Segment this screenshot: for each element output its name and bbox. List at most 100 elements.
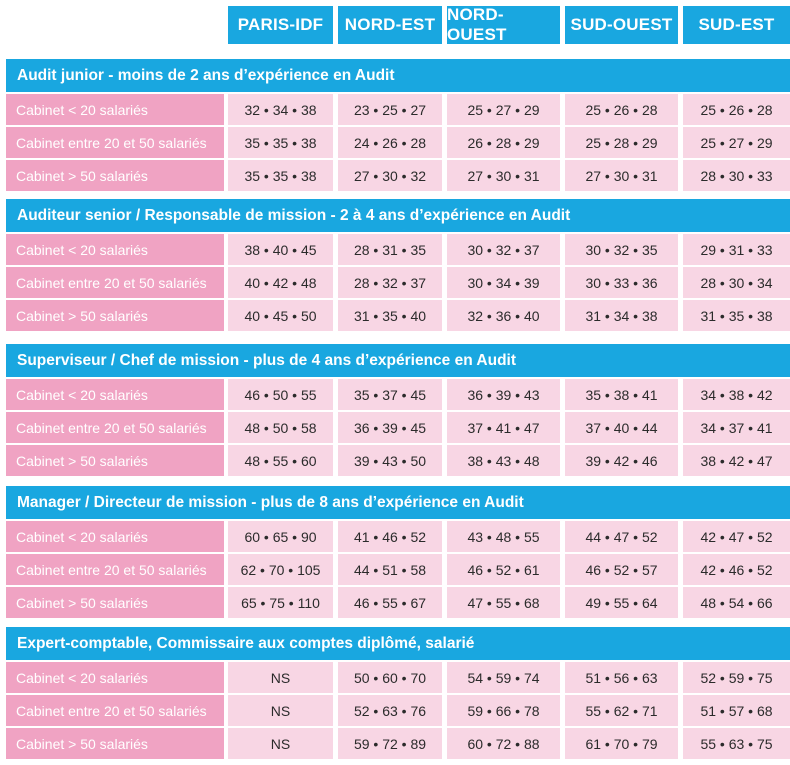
- salary-cell-paris-idf: NS: [228, 662, 333, 693]
- salary-cell-nord-ouest: 54 • 59 • 74: [447, 662, 560, 693]
- salary-cell-sud-ouest: 61 • 70 • 79: [565, 728, 678, 759]
- salary-cell-sud-est: 25 • 27 • 29: [683, 127, 790, 158]
- salary-cell-paris-idf: 65 • 75 • 110: [228, 587, 333, 618]
- salary-cell-sud-est: 34 • 38 • 42: [683, 379, 790, 410]
- salary-cell-paris-idf: 46 • 50 • 55: [228, 379, 333, 410]
- salary-cell-nord-est: 41 • 46 • 52: [338, 521, 442, 552]
- salary-cell-sud-est: 29 • 31 • 33: [683, 234, 790, 265]
- row-label: Cabinet entre 20 et 50 salariés: [6, 127, 224, 158]
- salary-cell-nord-est: 46 • 55 • 67: [338, 587, 442, 618]
- salary-cell-nord-ouest: 32 • 36 • 40: [447, 300, 560, 331]
- salary-cell-sud-est: 28 • 30 • 34: [683, 267, 790, 298]
- column-header-nord-ouest: NORD-OUEST: [447, 5, 560, 44]
- salary-cell-sud-ouest: 55 • 62 • 71: [565, 695, 678, 726]
- salary-cell-sud-ouest: 49 • 55 • 64: [565, 587, 678, 618]
- salary-cell-sud-ouest: 31 • 34 • 38: [565, 300, 678, 331]
- salary-cell-sud-ouest: 44 • 47 • 52: [565, 521, 678, 552]
- salary-cell-paris-idf: 48 • 55 • 60: [228, 445, 333, 476]
- salary-cell-sud-ouest: 51 • 56 • 63: [565, 662, 678, 693]
- salary-cell-nord-ouest: 60 • 72 • 88: [447, 728, 560, 759]
- salary-cell-nord-ouest: 36 • 39 • 43: [447, 379, 560, 410]
- salary-cell-nord-ouest: 26 • 28 • 29: [447, 127, 560, 158]
- salary-cell-nord-est: 31 • 35 • 40: [338, 300, 442, 331]
- salary-cell-sud-est: 25 • 26 • 28: [683, 94, 790, 125]
- salary-cell-nord-est: 35 • 37 • 45: [338, 379, 442, 410]
- salary-cell-nord-est: 28 • 31 • 35: [338, 234, 442, 265]
- salary-cell-nord-est: 59 • 72 • 89: [338, 728, 442, 759]
- salary-cell-paris-idf: 35 • 35 • 38: [228, 127, 333, 158]
- salary-cell-nord-est: 39 • 43 • 50: [338, 445, 442, 476]
- salary-cell-sud-est: 51 • 57 • 68: [683, 695, 790, 726]
- salary-cell-sud-est: 34 • 37 • 41: [683, 412, 790, 443]
- row-label: Cabinet > 50 salariés: [6, 587, 224, 618]
- row-label: Cabinet > 50 salariés: [6, 728, 224, 759]
- salary-cell-sud-est: 38 • 42 • 47: [683, 445, 790, 476]
- row-label: Cabinet entre 20 et 50 salariés: [6, 412, 224, 443]
- salary-cell-paris-idf: 40 • 45 • 50: [228, 300, 333, 331]
- salary-cell-sud-ouest: 46 • 52 • 57: [565, 554, 678, 585]
- salary-cell-nord-est: 23 • 25 • 27: [338, 94, 442, 125]
- salary-cell-paris-idf: NS: [228, 695, 333, 726]
- column-header-sud-ouest: SUD-OUEST: [565, 6, 678, 44]
- section-title: Manager / Directeur de mission - plus de…: [6, 486, 790, 519]
- row-label: Cabinet entre 20 et 50 salariés: [6, 267, 224, 298]
- row-label: Cabinet > 50 salariés: [6, 445, 224, 476]
- salary-cell-paris-idf: NS: [228, 728, 333, 759]
- row-label: Cabinet > 50 salariés: [6, 160, 224, 191]
- salary-cell-nord-ouest: 43 • 48 • 55: [447, 521, 560, 552]
- salary-cell-sud-ouest: 35 • 38 • 41: [565, 379, 678, 410]
- section-title: Audit junior - moins de 2 ans d’expérien…: [6, 59, 790, 92]
- salary-cell-nord-ouest: 27 • 30 • 31: [447, 160, 560, 191]
- salary-cell-nord-est: 36 • 39 • 45: [338, 412, 442, 443]
- row-label: Cabinet > 50 salariés: [6, 300, 224, 331]
- salary-cell-nord-est: 44 • 51 • 58: [338, 554, 442, 585]
- row-label: Cabinet < 20 salariés: [6, 662, 224, 693]
- salary-cell-paris-idf: 38 • 40 • 45: [228, 234, 333, 265]
- salary-cell-nord-est: 27 • 30 • 32: [338, 160, 442, 191]
- salary-cell-paris-idf: 60 • 65 • 90: [228, 521, 333, 552]
- row-label: Cabinet entre 20 et 50 salariés: [6, 554, 224, 585]
- salary-cell-sud-est: 31 • 35 • 38: [683, 300, 790, 331]
- salary-cell-nord-ouest: 46 • 52 • 61: [447, 554, 560, 585]
- salary-cell-sud-ouest: 37 • 40 • 44: [565, 412, 678, 443]
- salary-cell-paris-idf: 32 • 34 • 38: [228, 94, 333, 125]
- row-label: Cabinet < 20 salariés: [6, 234, 224, 265]
- salary-cell-sud-ouest: 25 • 28 • 29: [565, 127, 678, 158]
- row-label: Cabinet < 20 salariés: [6, 521, 224, 552]
- salary-cell-nord-est: 28 • 32 • 37: [338, 267, 442, 298]
- salary-cell-sud-ouest: 30 • 33 • 36: [565, 267, 678, 298]
- salary-cell-nord-est: 24 • 26 • 28: [338, 127, 442, 158]
- salary-cell-sud-ouest: 25 • 26 • 28: [565, 94, 678, 125]
- salary-cell-sud-ouest: 27 • 30 • 31: [565, 160, 678, 191]
- column-header-nord-est: NORD-EST: [338, 6, 442, 44]
- salary-cell-nord-est: 52 • 63 • 76: [338, 695, 442, 726]
- salary-cell-sud-est: 28 • 30 • 33: [683, 160, 790, 191]
- salary-cell-sud-est: 55 • 63 • 75: [683, 728, 790, 759]
- column-header-paris-idf: PARIS-IDF: [228, 6, 333, 44]
- salary-cell-nord-est: 50 • 60 • 70: [338, 662, 442, 693]
- salary-cell-paris-idf: 35 • 35 • 38: [228, 160, 333, 191]
- row-label: Cabinet < 20 salariés: [6, 94, 224, 125]
- salary-cell-sud-est: 42 • 46 • 52: [683, 554, 790, 585]
- salary-cell-sud-est: 52 • 59 • 75: [683, 662, 790, 693]
- salary-cell-sud-est: 42 • 47 • 52: [683, 521, 790, 552]
- salary-cell-sud-ouest: 30 • 32 • 35: [565, 234, 678, 265]
- row-label: Cabinet < 20 salariés: [6, 379, 224, 410]
- salary-cell-paris-idf: 40 • 42 • 48: [228, 267, 333, 298]
- salary-cell-paris-idf: 48 • 50 • 58: [228, 412, 333, 443]
- salary-cell-nord-ouest: 59 • 66 • 78: [447, 695, 560, 726]
- row-label: Cabinet entre 20 et 50 salariés: [6, 695, 224, 726]
- salary-cell-nord-ouest: 47 • 55 • 68: [447, 587, 560, 618]
- salary-cell-sud-est: 48 • 54 • 66: [683, 587, 790, 618]
- salary-cell-nord-ouest: 30 • 34 • 39: [447, 267, 560, 298]
- salary-cell-nord-ouest: 37 • 41 • 47: [447, 412, 560, 443]
- salary-cell-paris-idf: 62 • 70 • 105: [228, 554, 333, 585]
- section-title: Auditeur senior / Responsable de mission…: [6, 199, 790, 232]
- salary-cell-nord-ouest: 38 • 43 • 48: [447, 445, 560, 476]
- salary-cell-nord-ouest: 25 • 27 • 29: [447, 94, 560, 125]
- column-header-sud-est: SUD-EST: [683, 6, 790, 44]
- salary-cell-nord-ouest: 30 • 32 • 37: [447, 234, 560, 265]
- section-title: Superviseur / Chef de mission - plus de …: [6, 344, 790, 377]
- section-title: Expert-comptable, Commissaire aux compte…: [6, 627, 790, 660]
